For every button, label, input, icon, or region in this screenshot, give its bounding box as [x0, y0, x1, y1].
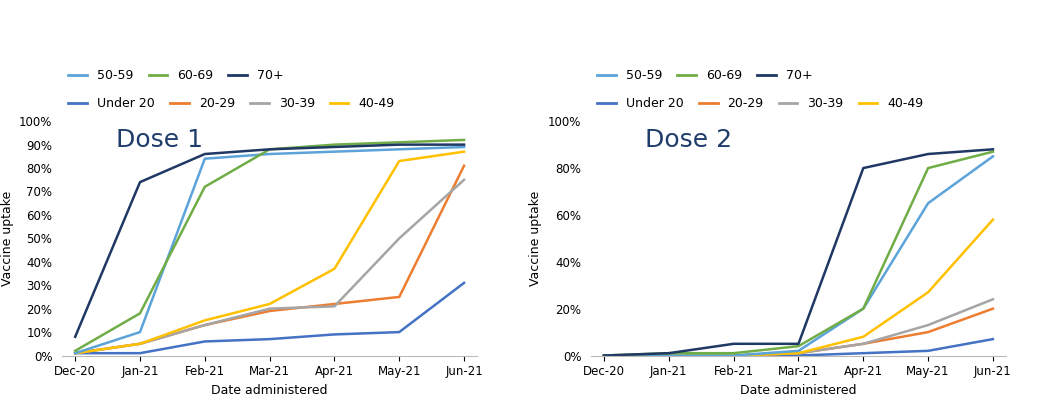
Text: Dose 2: Dose 2	[645, 128, 732, 152]
Y-axis label: Vaccine uptake: Vaccine uptake	[1, 191, 13, 286]
Text: Dose 1: Dose 1	[116, 128, 203, 152]
Y-axis label: Vaccine uptake: Vaccine uptake	[530, 191, 542, 286]
Legend: 50-59, 60-69, 70+: 50-59, 60-69, 70+	[597, 69, 813, 82]
X-axis label: Date administered: Date administered	[212, 384, 328, 397]
Legend: 50-59, 60-69, 70+: 50-59, 60-69, 70+	[68, 69, 284, 82]
X-axis label: Date administered: Date administered	[740, 384, 857, 397]
